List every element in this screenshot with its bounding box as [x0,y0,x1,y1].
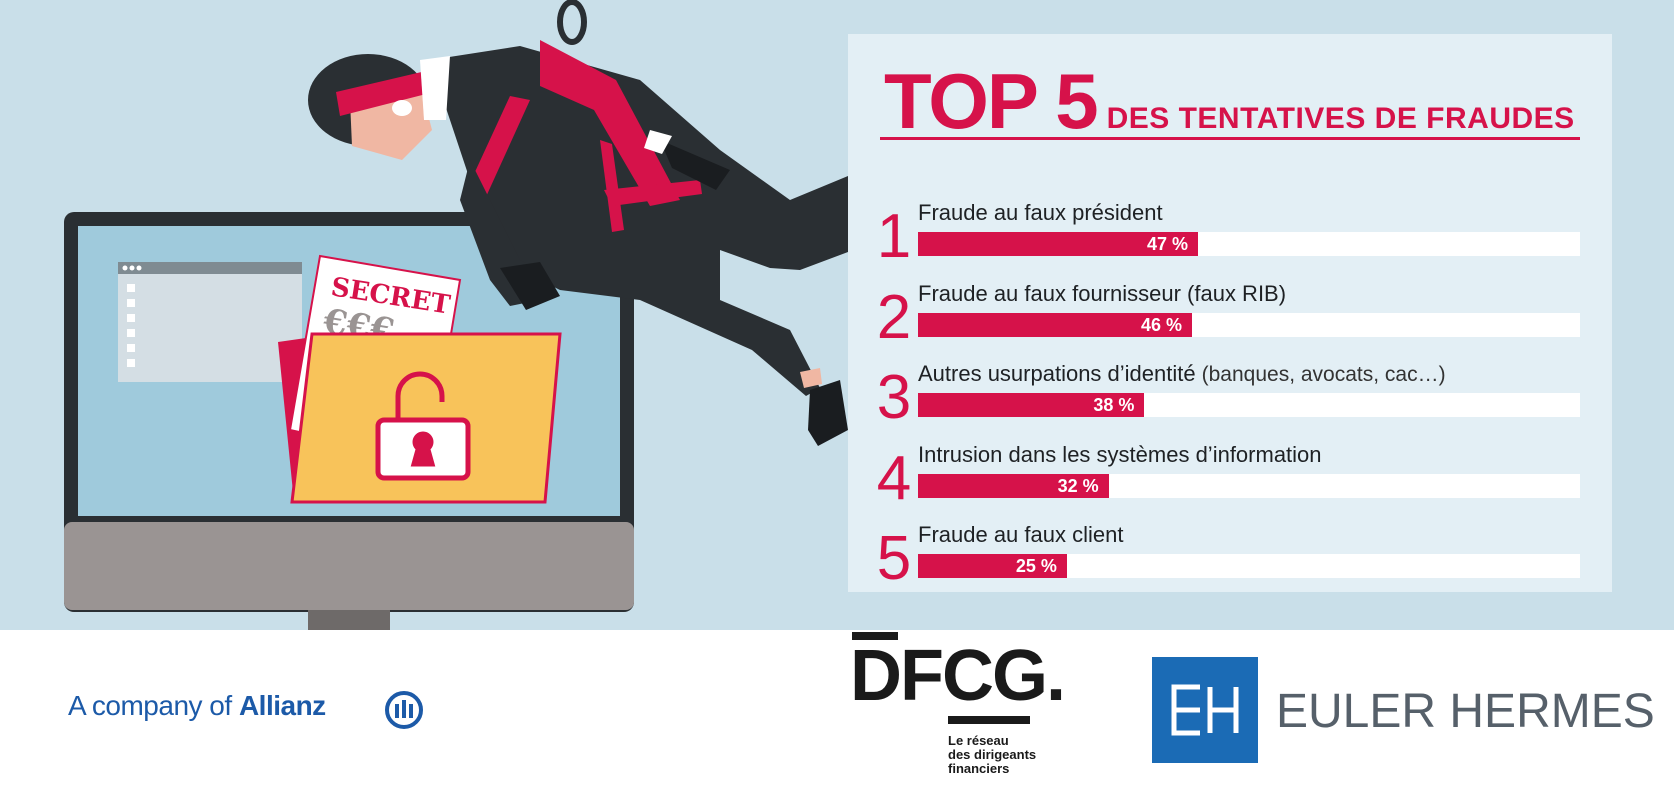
bar-track: 25 % [918,554,1580,578]
allianz-tagline: A company of Allianz [68,690,326,722]
ranking-row: 3 Autres usurpations d’identité (banques, … [848,361,1612,433]
thief-figure [308,40,848,446]
bar-value-label: 46 % [1141,314,1183,335]
bar-value-label: 47 % [1146,234,1189,254]
bar: 38 % [918,393,1145,417]
dfcg-tagline: Le réseau des dirigeants financiers [948,734,1068,776]
ranking-row: 4 Intrusion dans les systèmes d’informati… [848,442,1612,514]
fraud-label-detail: (banques, avocats, cac…) [1201,363,1446,386]
fraud-label-text: Fraude au faux client [918,522,1124,547]
fraud-label: Fraude au faux président [918,200,1163,226]
fraud-label-text: Fraude au faux fournisseur (faux RIB) [918,280,1287,306]
ranking-row: 1 Fraude au faux président 47 % [848,200,1612,272]
fraud-label: Autres usurpations d’identité (banques, a… [918,361,1446,388]
title-divider [880,137,1580,140]
dfcg-bar-top [852,632,898,640]
title-subtitle: DES TENTATIVES DE FRAUDES [1106,102,1575,135]
euler-hermes-name: EULER HERMES [1276,685,1655,738]
rank-number: 1 [876,202,912,271]
allianz-name: Allianz [238,690,326,721]
fraud-label: Fraude au faux client [918,522,1123,548]
bar-track: 32 % [918,473,1580,498]
bar-value-label: 25 % [1015,556,1057,576]
bar-track: 47 % [918,232,1580,256]
rank-number: 4 [876,443,912,513]
bar-value-label: 32 % [1057,475,1099,496]
rank-number: 3 [876,363,912,432]
dfcg-tagline-line: financiers [948,761,1010,776]
fraud-label-text: Fraude au faux président [918,200,1163,225]
dfcg-tagline-line: Le réseau [948,733,1009,748]
allianz-logo-icon [385,691,423,729]
panel-title: TOP 5 DES TENTATIVES DE FRAUDES [884,56,1575,147]
hero-area: SECRET €€€ [0,0,1674,630]
thief-illustration: SECRET €€€ [64,0,848,630]
rank-number: 2 [876,282,912,352]
fraud-label-text: Intrusion dans les systèmes d’informatio… [918,441,1322,467]
fraud-label: Intrusion dans les systèmes d’informatio… [918,442,1322,468]
window-icon [118,262,302,382]
title-top5: TOP 5 [884,57,1099,145]
fraud-label: Fraude au faux fournisseur (faux RIB) [918,281,1286,307]
bar-track: 46 % [918,312,1580,337]
dfcg-logo: DFCG. Le réseau des dirigeants financier… [850,632,1070,782]
open-padlock-icon [375,371,471,481]
dfcg-name: DFCG. [850,636,1066,716]
bar: 47 % [918,232,1199,256]
ranking-row: 5 Fraude au faux client 25 % [848,522,1612,594]
bar: 32 % [918,473,1109,498]
bar: 25 % [918,554,1067,578]
dfcg-tagline-line: des dirigeants [948,747,1037,762]
allianz-prefix: A company of [68,690,232,721]
bar: 46 % [918,312,1193,337]
euler-hermes-logo-icon [1152,657,1258,763]
bar-value-label: 38 % [1093,395,1135,415]
ranking-panel: TOP 5 DES TENTATIVES DE FRAUDES 1 Fraude a… [848,34,1612,592]
rank-number: 5 [876,524,912,593]
fraud-label-text: Autres usurpations d’identité [918,361,1196,386]
chain-icon [557,0,587,45]
ranking-row: 2 Fraude au faux fournisseur (faux RIB) 46… [848,281,1612,353]
dfcg-bar-bottom [948,716,1030,724]
bar-track: 38 % [918,393,1580,417]
